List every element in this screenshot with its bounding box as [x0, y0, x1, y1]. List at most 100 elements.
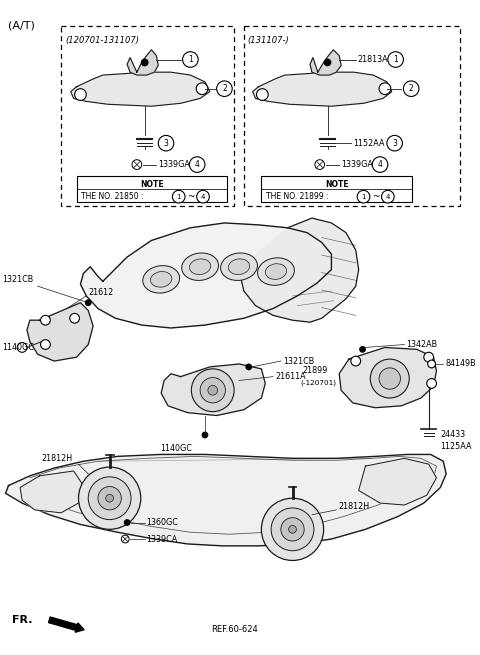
- Polygon shape: [71, 72, 210, 106]
- Text: 21611A: 21611A: [275, 372, 306, 381]
- Text: 1360GC: 1360GC: [146, 518, 179, 527]
- Text: 21813A: 21813A: [358, 55, 388, 64]
- Circle shape: [197, 191, 209, 203]
- Polygon shape: [359, 458, 436, 505]
- Circle shape: [216, 81, 232, 96]
- Circle shape: [88, 477, 131, 519]
- Circle shape: [315, 160, 324, 170]
- Text: 3: 3: [164, 139, 168, 147]
- Circle shape: [172, 191, 185, 203]
- Polygon shape: [127, 50, 158, 75]
- Circle shape: [208, 385, 217, 395]
- Bar: [77, 176, 228, 202]
- Circle shape: [192, 369, 234, 411]
- Text: 1: 1: [361, 194, 366, 200]
- Circle shape: [281, 517, 304, 541]
- Ellipse shape: [182, 253, 218, 280]
- Text: 1339GA: 1339GA: [158, 160, 190, 169]
- Polygon shape: [161, 364, 265, 415]
- Circle shape: [271, 508, 314, 551]
- Text: 4: 4: [201, 194, 205, 200]
- Circle shape: [382, 191, 394, 203]
- Text: ~: ~: [372, 192, 380, 201]
- Ellipse shape: [258, 258, 294, 286]
- Circle shape: [74, 88, 86, 100]
- Text: (A/T): (A/T): [9, 20, 36, 31]
- Circle shape: [106, 495, 114, 502]
- Text: 1: 1: [393, 55, 398, 64]
- Text: 4: 4: [378, 160, 383, 169]
- Text: NOTE: NOTE: [140, 179, 164, 189]
- Circle shape: [288, 525, 296, 533]
- Circle shape: [124, 519, 131, 526]
- Text: 4: 4: [195, 160, 200, 169]
- Circle shape: [357, 191, 370, 203]
- Text: 1140GC: 1140GC: [2, 343, 35, 352]
- Circle shape: [387, 136, 402, 151]
- Text: 1152AA: 1152AA: [353, 139, 384, 147]
- Text: 21812H: 21812H: [338, 502, 369, 512]
- Circle shape: [41, 340, 50, 349]
- FancyArrow shape: [48, 617, 84, 632]
- Text: 2: 2: [222, 84, 227, 93]
- Polygon shape: [27, 303, 93, 361]
- Text: THE NO. 21899 :: THE NO. 21899 :: [266, 192, 331, 201]
- Text: 3: 3: [392, 139, 397, 147]
- Text: 1: 1: [188, 55, 193, 64]
- Polygon shape: [20, 471, 84, 513]
- Circle shape: [202, 432, 208, 438]
- Circle shape: [85, 299, 92, 306]
- Circle shape: [359, 346, 366, 353]
- Circle shape: [379, 368, 400, 389]
- Text: 1342AB: 1342AB: [406, 340, 437, 349]
- Ellipse shape: [221, 253, 257, 280]
- Circle shape: [351, 356, 360, 366]
- Polygon shape: [310, 50, 341, 75]
- Circle shape: [41, 315, 50, 325]
- Text: (120701-131107): (120701-131107): [65, 36, 139, 45]
- Circle shape: [190, 157, 205, 172]
- Circle shape: [79, 467, 141, 529]
- Text: 1321CB: 1321CB: [283, 356, 314, 365]
- Circle shape: [371, 359, 409, 398]
- Text: 1321CB: 1321CB: [2, 275, 34, 284]
- Text: 1140GC: 1140GC: [160, 444, 192, 453]
- Circle shape: [427, 379, 436, 388]
- Text: FR.: FR.: [12, 615, 33, 625]
- Text: 1125AA: 1125AA: [440, 442, 472, 451]
- Circle shape: [200, 377, 226, 403]
- Ellipse shape: [228, 259, 250, 274]
- Polygon shape: [6, 455, 446, 546]
- Ellipse shape: [265, 264, 287, 280]
- Circle shape: [388, 52, 403, 67]
- Ellipse shape: [143, 266, 180, 293]
- Circle shape: [17, 343, 27, 352]
- Bar: [61, 26, 234, 206]
- Circle shape: [196, 83, 208, 94]
- Circle shape: [256, 88, 268, 100]
- Circle shape: [132, 160, 142, 170]
- Text: 4: 4: [385, 194, 390, 200]
- Text: 2: 2: [409, 84, 414, 93]
- Polygon shape: [252, 72, 392, 106]
- Circle shape: [424, 352, 433, 362]
- Text: NOTE: NOTE: [325, 179, 348, 189]
- Circle shape: [262, 498, 324, 561]
- Text: REF.60-624: REF.60-624: [211, 625, 257, 634]
- Text: ~: ~: [188, 192, 195, 201]
- Polygon shape: [339, 347, 436, 408]
- Circle shape: [379, 83, 391, 94]
- Text: (131107-): (131107-): [248, 36, 289, 45]
- Text: 21899: 21899: [302, 366, 328, 375]
- Circle shape: [403, 81, 419, 96]
- Polygon shape: [239, 218, 359, 322]
- Ellipse shape: [190, 259, 211, 274]
- Circle shape: [245, 364, 252, 370]
- Circle shape: [158, 136, 174, 151]
- Text: 24433: 24433: [440, 430, 466, 440]
- Circle shape: [428, 360, 435, 368]
- Text: (-120701): (-120701): [300, 379, 336, 386]
- Circle shape: [182, 52, 198, 67]
- Text: 1: 1: [177, 194, 181, 200]
- Circle shape: [141, 58, 148, 66]
